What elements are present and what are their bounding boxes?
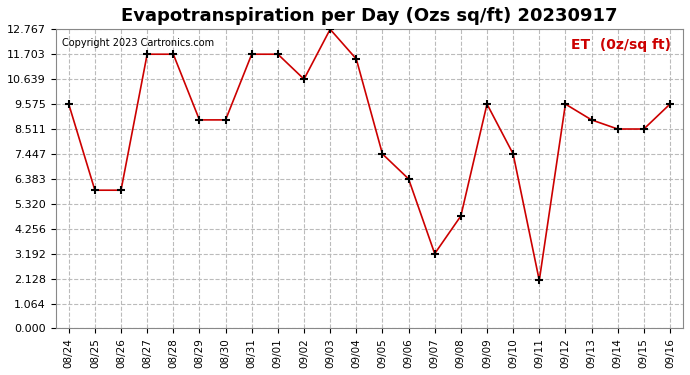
Text: Copyright 2023 Cartronics.com: Copyright 2023 Cartronics.com	[62, 38, 214, 48]
Text: ET  (0z/sq ft): ET (0z/sq ft)	[571, 38, 671, 52]
Title: Evapotranspiration per Day (Ozs sq/ft) 20230917: Evapotranspiration per Day (Ozs sq/ft) 2…	[121, 7, 618, 25]
